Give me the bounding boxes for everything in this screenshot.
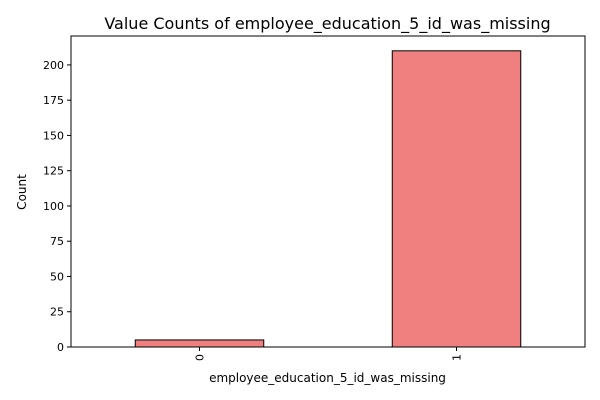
y-axis-label: Count [15, 174, 29, 210]
bar-0 [134, 339, 265, 348]
x-axis-label: employee_education_5_id_was_missing [209, 371, 446, 385]
y-tick-label: 200 [43, 59, 64, 72]
x-tick-label: 0 [194, 354, 207, 361]
y-tick-label: 75 [50, 235, 64, 248]
bar-1 [391, 50, 522, 348]
y-tick-label: 25 [50, 306, 64, 319]
y-tick-label: 150 [43, 129, 64, 142]
y-tick-label: 100 [43, 200, 64, 213]
chart-title: Value Counts of employee_education_5_id_… [104, 14, 550, 34]
y-tick-label: 125 [43, 165, 64, 178]
y-tick-label: 50 [50, 270, 64, 283]
plot-frame [70, 35, 586, 348]
x-tick-label: 1 [451, 354, 464, 361]
y-tick-label: 175 [43, 94, 64, 107]
plot-area: 0 25 50 75 100 125 150 175 200 0 1 [43, 35, 586, 361]
y-tick-label: 0 [57, 341, 64, 354]
